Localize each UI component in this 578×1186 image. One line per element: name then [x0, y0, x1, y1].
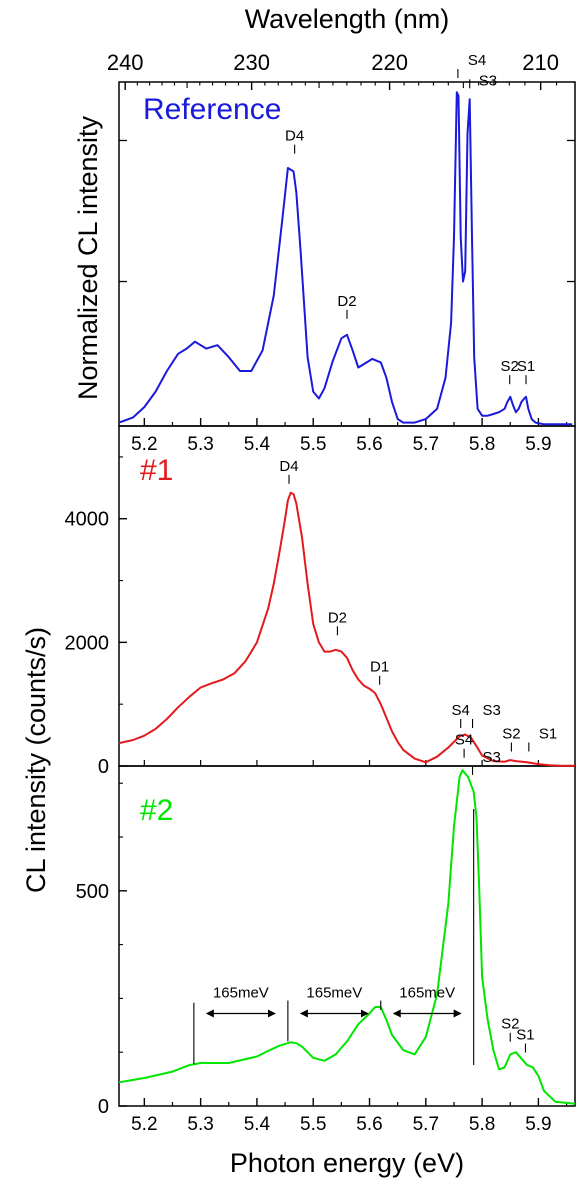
peak-label-d1: D1: [370, 659, 389, 676]
series-layer: [118, 91, 576, 1105]
peak-label-s1: S1: [517, 358, 535, 375]
x-tick-label: 5.3: [187, 1114, 213, 1135]
peak-label-s3: S3: [483, 702, 501, 719]
peak-label-d4: D4: [285, 128, 304, 145]
spacing-label: 165meV: [213, 984, 269, 1001]
y-axis-title-reference: Normalized CL intensity: [73, 115, 103, 400]
peak-label-s4: S4: [452, 702, 470, 719]
x-tick-label: 5.8: [469, 434, 495, 455]
peak-label-s4: S4: [455, 732, 473, 749]
top-tick-label: 220: [371, 50, 408, 75]
peak-label-s4: S4: [468, 52, 486, 69]
top-tick-label: 210: [522, 50, 559, 75]
x-tick-label: 5.6: [356, 434, 382, 455]
x-tick-label: 5.9: [525, 434, 551, 455]
series-line: [118, 91, 573, 426]
x-tick-label: 5.2: [131, 1114, 157, 1135]
x-tick-label: 5.4: [244, 1114, 271, 1135]
peak-label-s1: S1: [516, 1027, 534, 1044]
panel-title-2: #2: [140, 794, 173, 827]
peak-label-s2: S2: [501, 1016, 519, 1033]
peak-label-s3: S3: [479, 72, 497, 89]
panel-title-1: #1: [140, 454, 173, 487]
top-tick-label: 230: [233, 50, 270, 75]
y-tick-label: 0: [98, 756, 109, 778]
y-tick-label: 2000: [65, 632, 110, 654]
panel-title-reference: Reference: [143, 93, 281, 126]
peak-label-s2: S2: [501, 358, 519, 375]
series-line: [118, 491, 576, 767]
y-tick-label: 500: [76, 881, 109, 903]
y-axis-title-counts: CL intensity (counts/s): [21, 627, 51, 893]
y-tick-label: 4000: [65, 509, 110, 531]
bottom-axis-title: Photon energy (eV): [230, 1148, 464, 1178]
series-line: [118, 769, 576, 1105]
peak-label-d4: D4: [279, 458, 298, 475]
x-tick-label: 5.8: [469, 1114, 495, 1135]
peak-label-d2: D2: [337, 293, 356, 310]
x-tick-label: 5.3: [187, 434, 213, 455]
x-tick-label: 5.6: [356, 1114, 382, 1135]
x-tick-label: 5.5: [300, 434, 326, 455]
x-tick-label: 5.4: [244, 434, 271, 455]
top-tick-label: 240: [107, 50, 144, 75]
top-axis-title: Wavelength (nm): [245, 4, 450, 34]
axis-ticks-layer: 5.2 5.3 5.4 5.5 5.6 5.7 5.8 5.9 5.2 5.3 5.4 5.5 5.6 5…: [65, 50, 575, 1135]
x-tick-label: 5.2: [131, 434, 157, 455]
spacing-label: 165meV: [399, 984, 455, 1001]
panel-frame-1: [118, 425, 576, 767]
x-tick-label: 5.7: [413, 1114, 439, 1135]
spacing-label: 165meV: [306, 984, 362, 1001]
peak-label-d2: D2: [328, 609, 347, 626]
x-tick-label: 5.5: [300, 1114, 326, 1135]
y-tick-label: 0: [98, 1096, 109, 1118]
peak-label-s3: S3: [483, 749, 501, 766]
peak-label-s2: S2: [502, 725, 520, 742]
panel-frame-2: [118, 765, 576, 1107]
peak-label-s1: S1: [539, 725, 557, 742]
x-tick-label: 5.7: [413, 434, 439, 455]
x-tick-label: 5.9: [525, 1114, 551, 1135]
